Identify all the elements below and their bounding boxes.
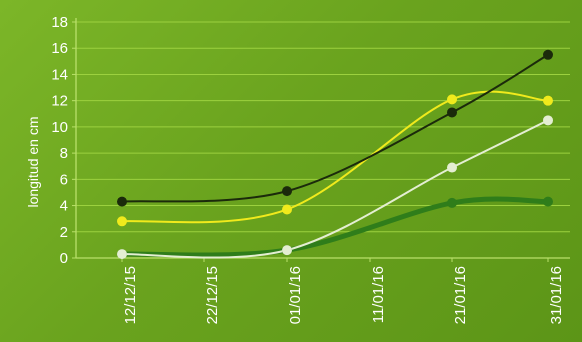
y-tick-label: 8 (60, 145, 68, 162)
x-tick-label: 22/12/15 (204, 266, 221, 324)
data-point (543, 49, 553, 60)
tick-labels: 0 2 4 6 8 10 12 14 16 18 12/12/15 22/12/15 01/01/16 1… (51, 14, 565, 324)
series-line (121, 53, 549, 203)
y-tick-label: 6 (60, 171, 68, 188)
y-tick-label: 4 (60, 198, 68, 215)
y-tick-label: 18 (51, 14, 68, 31)
data-point (117, 216, 127, 227)
data-point (282, 204, 292, 215)
y-tick-label: 12 (51, 93, 68, 110)
x-tick-label: 21/01/16 (452, 266, 469, 324)
data-point (447, 107, 457, 118)
data-point (543, 95, 553, 106)
y-tick-label: 14 (51, 66, 68, 83)
data-point (282, 186, 292, 197)
series-line (119, 196, 551, 258)
data-point (282, 245, 292, 256)
data-point (447, 94, 457, 105)
data-point (543, 115, 553, 126)
series-line (121, 90, 549, 224)
data-point (543, 196, 553, 207)
axes (72, 18, 570, 262)
y-tick-label: 16 (51, 40, 68, 57)
x-tick-label: 12/12/15 (122, 266, 139, 324)
point-layer (117, 49, 553, 260)
x-tick-label: 31/01/16 (548, 266, 565, 324)
y-tick-label: 10 (51, 119, 68, 136)
data-point (447, 162, 457, 173)
data-point (117, 196, 127, 207)
x-tick-label: 01/01/16 (287, 266, 304, 324)
data-point (447, 197, 457, 208)
y-tick-label: 2 (60, 224, 68, 241)
grid-lines (76, 21, 570, 233)
y-axis-label: longitud en cm (25, 116, 41, 207)
data-point (117, 249, 127, 260)
series-layer (119, 53, 551, 259)
series-line (121, 119, 549, 259)
x-tick-label: 11/01/16 (370, 266, 387, 323)
y-tick-label: 0 (60, 250, 68, 267)
